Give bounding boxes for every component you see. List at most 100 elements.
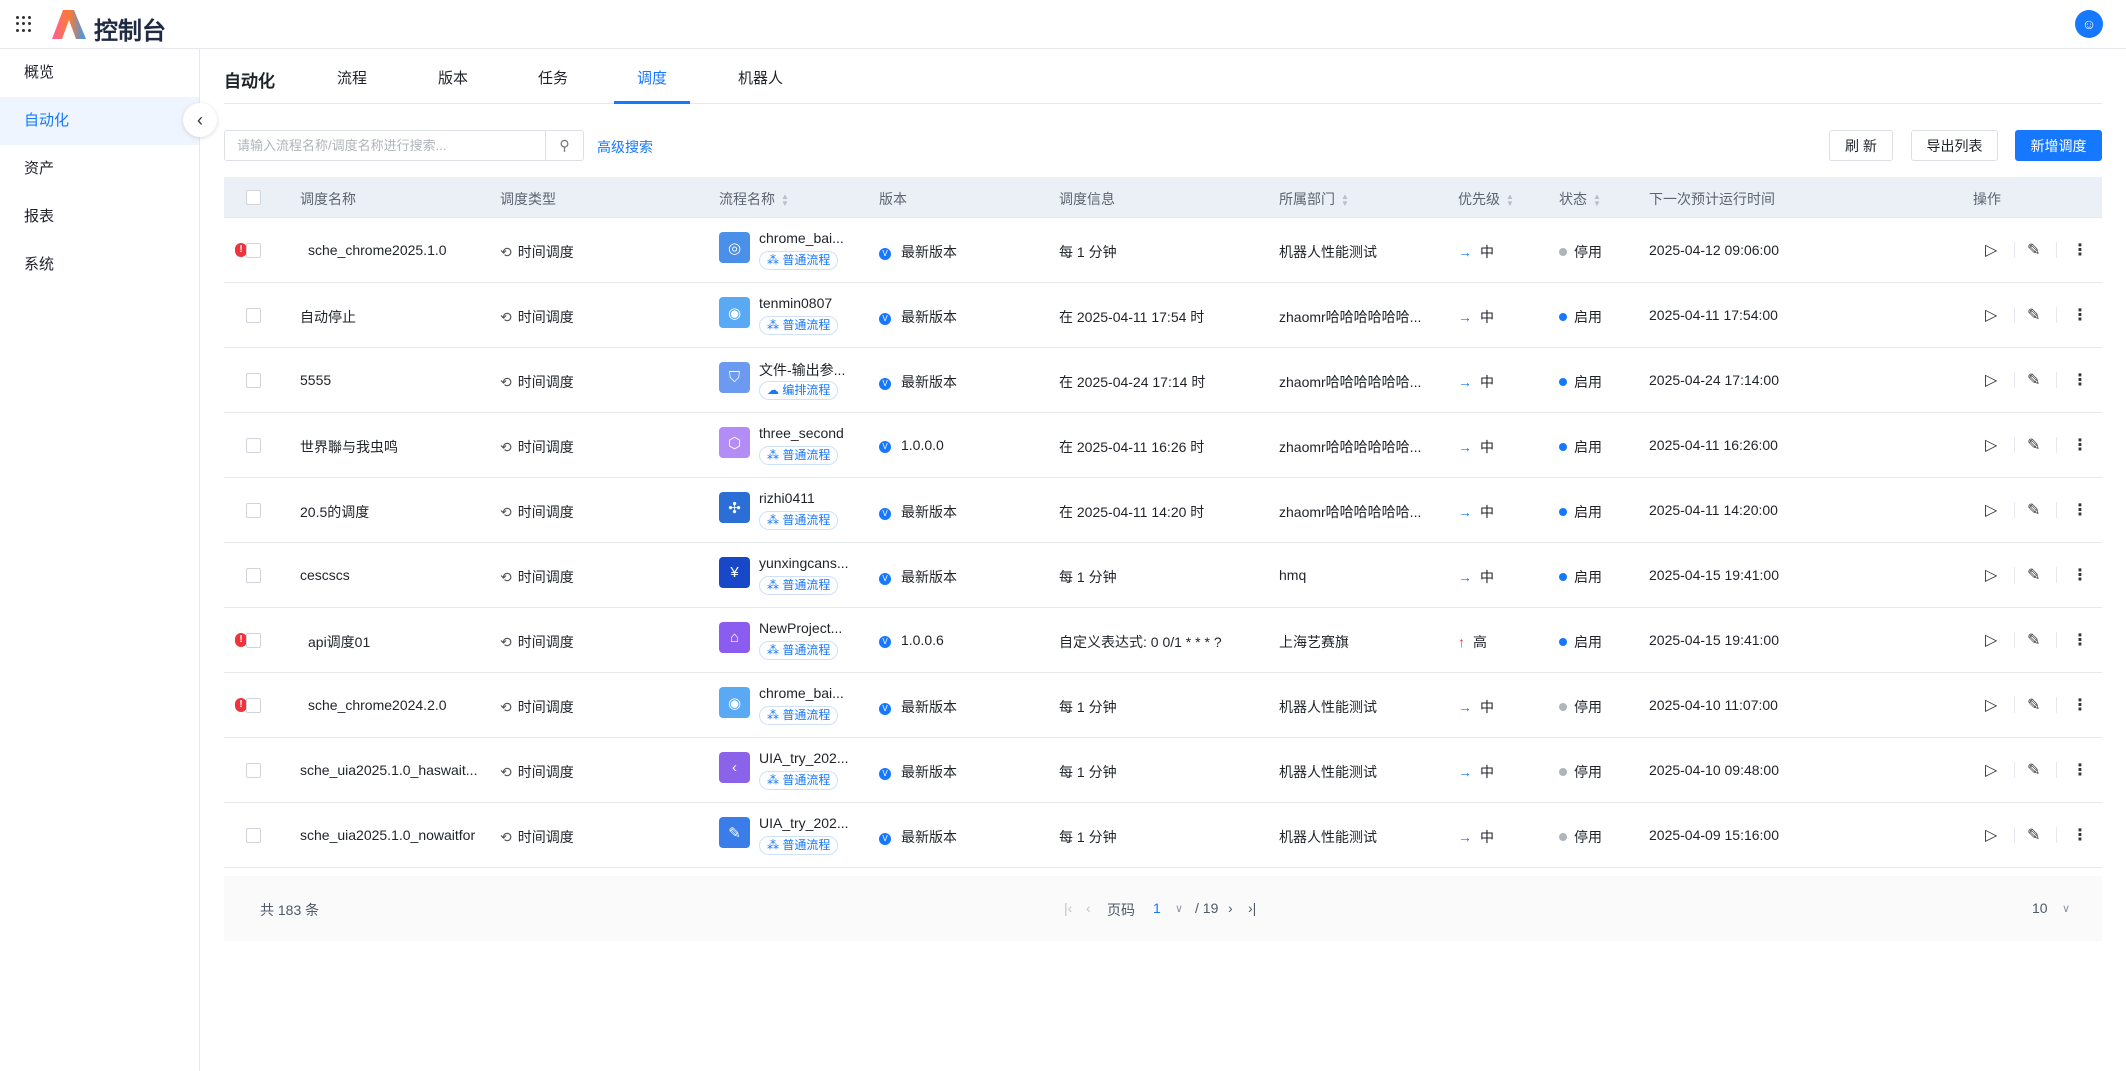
edit-icon[interactable]: ✎ (2027, 632, 2041, 649)
flow-name[interactable]: three_second (759, 425, 844, 441)
collapse-sidebar-button[interactable]: ‹ (183, 103, 217, 137)
flow-name[interactable]: UIA_try_202... (759, 750, 849, 766)
edit-icon[interactable]: ✎ (2027, 437, 2041, 454)
next-page-icon[interactable]: › (1228, 900, 1233, 916)
row-checkbox[interactable] (246, 698, 261, 713)
sort-icon[interactable]: ▲ ▼ (1341, 192, 1349, 209)
sidebar-item-assets[interactable]: 资产 (24, 160, 55, 177)
more-icon[interactable]: ⋮ (2072, 502, 2088, 519)
run-icon[interactable]: ▷ (1985, 632, 1998, 649)
run-icon[interactable]: ▷ (1985, 762, 1998, 779)
more-icon[interactable]: ⋮ (2072, 242, 2088, 259)
col-flow-name[interactable]: 流程名称 ▲ ▼ (719, 189, 789, 209)
tab-robots[interactable]: 机器人 (738, 70, 784, 87)
sidebar-item-overview[interactable]: 概览 (24, 64, 55, 81)
more-icon[interactable]: ⋮ (2072, 697, 2088, 714)
schedule-name[interactable]: sche_chrome2024.2.0 (308, 697, 447, 713)
tab-versions[interactable]: 版本 (438, 70, 469, 87)
robot-avatar-icon[interactable]: ☺ (2075, 10, 2103, 38)
col-status[interactable]: 状态 ▲ ▼ (1559, 189, 1601, 209)
more-icon[interactable]: ⋮ (2072, 372, 2088, 389)
run-icon[interactable]: ▷ (1985, 437, 1998, 454)
sort-icon[interactable]: ▲ ▼ (1506, 192, 1514, 209)
prev-page-icon[interactable]: ‹ (1086, 900, 1091, 916)
schedule-name[interactable]: 世界聯与我虫鸣 (300, 439, 398, 455)
add-schedule-button[interactable]: 新增调度 (2015, 130, 2102, 161)
row-checkbox[interactable] (246, 568, 261, 583)
col-priority[interactable]: 优先级 ▲ ▼ (1458, 189, 1514, 209)
refresh-button[interactable]: 刷 新 (1829, 130, 1893, 161)
run-icon[interactable]: ▷ (1985, 827, 1998, 844)
row-checkbox[interactable] (246, 828, 261, 843)
row-checkbox[interactable] (246, 243, 261, 258)
schedule-type: ⟲ 时间调度 (500, 827, 574, 847)
edit-icon[interactable]: ✎ (2027, 372, 2041, 389)
export-list-button[interactable]: 导出列表 (1911, 130, 1998, 161)
last-page-icon[interactable]: ›| (1248, 900, 1257, 916)
select-all-checkbox[interactable] (246, 190, 261, 205)
more-icon[interactable]: ⋮ (2072, 567, 2088, 584)
run-icon[interactable]: ▷ (1985, 502, 1998, 519)
flow-name[interactable]: tenmin0807 (759, 295, 833, 311)
edit-icon[interactable]: ✎ (2027, 502, 2041, 519)
schedule-name[interactable]: cescscs (300, 567, 350, 583)
edit-icon[interactable]: ✎ (2027, 307, 2041, 324)
schedule-type-label: 时间调度 (517, 829, 574, 845)
app-grid-icon[interactable] (16, 16, 32, 32)
more-icon[interactable]: ⋮ (2072, 827, 2088, 844)
edit-icon[interactable]: ✎ (2027, 827, 2041, 844)
schedule-name[interactable]: sche_uia2025.1.0_haswait... (300, 762, 478, 778)
tab-schedules[interactable]: 调度 (637, 70, 668, 87)
edit-icon[interactable]: ✎ (2027, 762, 2041, 779)
row-checkbox[interactable] (246, 373, 261, 388)
row-checkbox[interactable] (246, 308, 261, 323)
more-icon[interactable]: ⋮ (2072, 437, 2088, 454)
schedule-name[interactable]: sche_chrome2025.1.0 (308, 242, 447, 258)
search-input[interactable] (225, 131, 545, 160)
schedule-name[interactable]: api调度01 (308, 634, 371, 650)
clock-cycle-icon: ⟲ (500, 244, 512, 260)
row-checkbox[interactable] (246, 633, 261, 648)
page-select[interactable]: 1 (1153, 900, 1161, 916)
page-size-select[interactable]: 10 (2032, 900, 2048, 916)
chevron-down-icon[interactable]: ∨ (2062, 903, 2071, 915)
sidebar-item-system[interactable]: 系统 (24, 256, 55, 273)
sort-icon[interactable]: ▲ ▼ (1593, 192, 1601, 209)
run-icon[interactable]: ▷ (1985, 372, 1998, 389)
flow-name[interactable]: UIA_try_202... (759, 815, 849, 831)
row-checkbox[interactable] (246, 438, 261, 453)
schedule-name[interactable]: 5555 (300, 372, 332, 388)
tab-tasks[interactable]: 任务 (538, 70, 569, 87)
flow-name[interactable]: chrome_bai... (759, 685, 844, 701)
edit-icon[interactable]: ✎ (2027, 567, 2041, 584)
edit-icon[interactable]: ✎ (2027, 242, 2041, 259)
run-icon[interactable]: ▷ (1985, 307, 1998, 324)
schedule-name[interactable]: 自动停止 (300, 309, 356, 325)
row-checkbox[interactable] (246, 503, 261, 518)
flow-name[interactable]: 文件-输出参... (759, 362, 846, 378)
run-icon[interactable]: ▷ (1985, 697, 1998, 714)
flow-name[interactable]: yunxingcans... (759, 555, 849, 571)
run-icon[interactable]: ▷ (1985, 567, 1998, 584)
schedule-name[interactable]: 20.5的调度 (300, 504, 370, 520)
advanced-search-link[interactable]: 高级搜索 (597, 139, 653, 155)
col-department[interactable]: 所属部门 ▲ ▼ (1279, 189, 1349, 209)
sidebar-item-reports[interactable]: 报表 (24, 208, 55, 225)
chevron-down-icon[interactable]: ∨ (1175, 903, 1184, 915)
more-icon[interactable]: ⋮ (2072, 762, 2088, 779)
more-icon[interactable]: ⋮ (2072, 307, 2088, 324)
flow-name[interactable]: NewProject... (759, 620, 843, 636)
edit-icon[interactable]: ✎ (2027, 697, 2041, 714)
first-page-icon[interactable]: |‹ (1064, 900, 1073, 916)
row-checkbox[interactable] (246, 763, 261, 778)
run-icon[interactable]: ▷ (1985, 242, 1998, 259)
sidebar-item-automation[interactable]: 自动化 (0, 97, 199, 145)
search-button[interactable]: ⚲ (545, 131, 583, 160)
more-icon[interactable]: ⋮ (2072, 632, 2088, 649)
next-run-time: 2025-04-10 09:48:00 (1649, 762, 1779, 778)
schedule-name[interactable]: sche_uia2025.1.0_nowaitfor (300, 827, 476, 843)
flow-name[interactable]: chrome_bai... (759, 230, 844, 246)
sort-icon[interactable]: ▲ ▼ (781, 192, 789, 209)
flow-name[interactable]: rizhi0411 (759, 490, 815, 506)
tab-flows[interactable]: 流程 (337, 70, 368, 87)
